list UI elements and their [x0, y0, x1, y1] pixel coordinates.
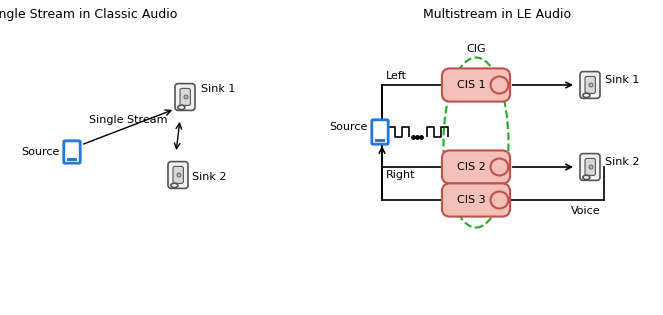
Ellipse shape — [583, 175, 590, 180]
Ellipse shape — [491, 77, 509, 94]
FancyBboxPatch shape — [180, 89, 190, 106]
FancyBboxPatch shape — [442, 68, 510, 101]
Text: Single Stream in Classic Audio: Single Stream in Classic Audio — [0, 8, 177, 21]
Ellipse shape — [171, 183, 178, 188]
Text: Sink 1: Sink 1 — [201, 84, 235, 94]
Circle shape — [589, 165, 593, 169]
FancyBboxPatch shape — [372, 120, 389, 144]
Text: Sink 2: Sink 2 — [605, 157, 640, 167]
Text: Single Stream: Single Stream — [89, 115, 167, 125]
FancyBboxPatch shape — [442, 151, 510, 184]
Text: CIS 1: CIS 1 — [457, 80, 486, 90]
FancyBboxPatch shape — [580, 154, 600, 180]
Ellipse shape — [491, 158, 509, 175]
Text: CIS 2: CIS 2 — [457, 162, 486, 172]
Bar — [375, 139, 385, 141]
Text: Source: Source — [22, 147, 60, 157]
Ellipse shape — [491, 192, 509, 209]
Ellipse shape — [583, 93, 590, 98]
FancyBboxPatch shape — [173, 166, 184, 183]
FancyBboxPatch shape — [585, 158, 595, 175]
Text: Left: Left — [386, 71, 407, 81]
Text: CIS 3: CIS 3 — [457, 195, 486, 205]
Text: Source: Source — [330, 122, 368, 132]
Text: Multistream in LE Audio: Multistream in LE Audio — [423, 8, 571, 21]
FancyBboxPatch shape — [64, 141, 80, 163]
FancyBboxPatch shape — [168, 162, 188, 188]
Text: Voice: Voice — [572, 206, 601, 216]
FancyBboxPatch shape — [580, 72, 600, 98]
Circle shape — [177, 173, 181, 177]
FancyBboxPatch shape — [442, 183, 510, 217]
FancyBboxPatch shape — [175, 83, 195, 110]
Text: Sink 2: Sink 2 — [192, 172, 227, 182]
Ellipse shape — [178, 105, 185, 110]
FancyBboxPatch shape — [585, 77, 595, 94]
Circle shape — [589, 83, 593, 87]
Text: CIG: CIG — [466, 44, 486, 54]
Bar — [67, 158, 77, 161]
Text: Sink 1: Sink 1 — [605, 75, 639, 85]
Text: Right: Right — [386, 170, 416, 180]
Circle shape — [184, 95, 188, 99]
